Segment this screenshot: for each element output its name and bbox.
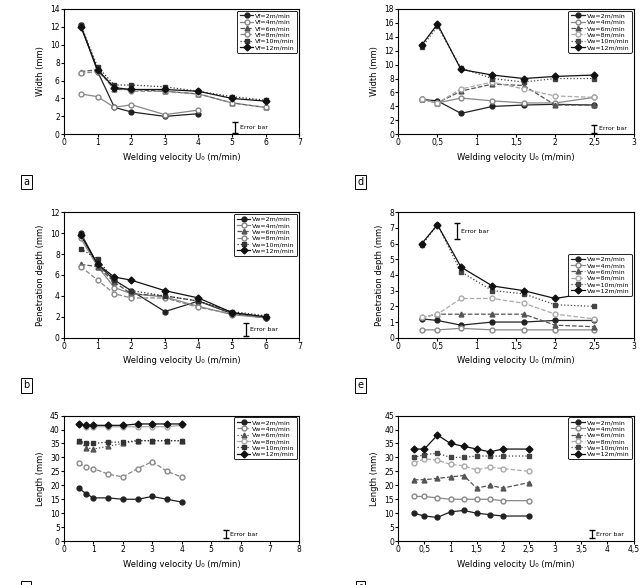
Legend: Vw=2m/min, Vw=4m/min, Vw=6m/min, Vw=8m/min, Vw=10m/min, Vw=12m/min: Vw=2m/min, Vw=4m/min, Vw=6m/min, Vw=8m/m…: [568, 418, 632, 459]
Y-axis label: Width (mm): Width (mm): [36, 47, 45, 97]
X-axis label: Welding velocity U₀ (m/min): Welding velocity U₀ (m/min): [457, 153, 575, 162]
Legend: Vw=2m/min, Vw=4m/min, Vw=6m/min, Vw=8m/min, Vw=10m/min, Vw=12m/min: Vw=2m/min, Vw=4m/min, Vw=6m/min, Vw=8m/m…: [568, 254, 632, 296]
Legend: Vf=2m/min, Vf=4m/min, Vf=6m/min, Vf=8m/min, Vf=10m/min, Vf=12m/min: Vf=2m/min, Vf=4m/min, Vf=6m/min, Vf=8m/m…: [237, 11, 298, 53]
Y-axis label: Width (mm): Width (mm): [370, 47, 379, 97]
Text: e: e: [358, 380, 364, 390]
Text: Error bar: Error bar: [596, 532, 624, 536]
Text: a: a: [23, 177, 29, 187]
Y-axis label: Penetration depth (mm): Penetration depth (mm): [36, 224, 45, 326]
Y-axis label: Penetration depth (mm): Penetration depth (mm): [374, 224, 383, 326]
X-axis label: Welding velocity U₀ (m/min): Welding velocity U₀ (m/min): [457, 560, 575, 569]
X-axis label: Welding velocity U₀ (m/min): Welding velocity U₀ (m/min): [123, 153, 241, 162]
Text: Error bar: Error bar: [598, 126, 627, 131]
Text: Error bar: Error bar: [230, 532, 258, 536]
Text: c: c: [24, 584, 29, 585]
Text: b: b: [23, 380, 29, 390]
Text: f: f: [359, 584, 362, 585]
Legend: Vw=2m/min, Vw=4m/min, Vw=6m/min, Vw=8m/min, Vw=10m/min, Vw=12m/min: Vw=2m/min, Vw=4m/min, Vw=6m/min, Vw=8m/m…: [568, 11, 632, 53]
X-axis label: Welding velocity U₀ (m/min): Welding velocity U₀ (m/min): [457, 356, 575, 366]
X-axis label: Welding velocity U₀ (m/min): Welding velocity U₀ (m/min): [123, 356, 241, 366]
X-axis label: Welding velocity U₀ (m/min): Welding velocity U₀ (m/min): [123, 560, 241, 569]
Text: Error bar: Error bar: [250, 327, 278, 332]
Legend: Vw=2m/min, Vw=4m/min, Vw=6m/min, Vw=8m/min, Vw=10m/min, Vw=12m/min: Vw=2m/min, Vw=4m/min, Vw=6m/min, Vw=8m/m…: [234, 418, 298, 459]
Legend: Vw=2m/min, Vw=4m/min, Vw=6m/min, Vw=8m/min, Vw=10m/min, Vw=12m/min: Vw=2m/min, Vw=4m/min, Vw=6m/min, Vw=8m/m…: [234, 214, 298, 256]
Y-axis label: Length (mm): Length (mm): [36, 451, 45, 505]
Y-axis label: Length (mm): Length (mm): [370, 451, 379, 505]
Text: d: d: [358, 177, 364, 187]
Text: Error bar: Error bar: [461, 229, 489, 233]
Text: Error bar: Error bar: [240, 125, 268, 130]
